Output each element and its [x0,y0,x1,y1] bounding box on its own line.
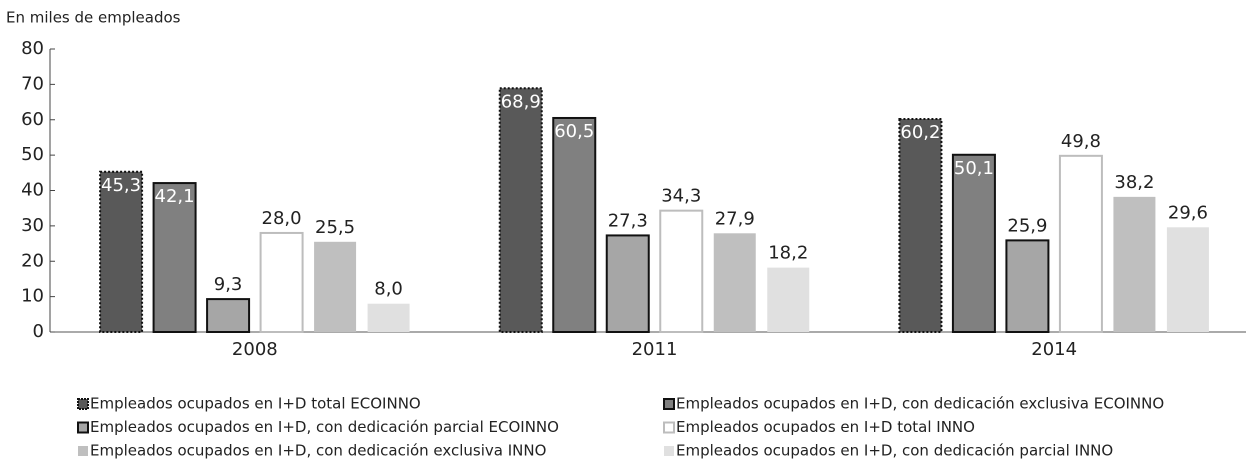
value-label: 45,3 [101,175,141,196]
bar [552,116,597,333]
value-label: 8,0 [374,279,403,300]
bar [767,267,810,332]
y-axis-label: En miles de empleados [6,9,181,27]
x-tick-label: 2008 [232,339,278,360]
bar [1166,227,1209,332]
legend-swatch [663,421,675,434]
y-tick-label: 70 [21,73,44,94]
bar [1058,154,1103,333]
value-label: 25,9 [1007,215,1047,236]
value-label: 38,2 [1114,172,1154,193]
legend-label: Empleados ocupados en I+D, con dedicació… [90,442,546,460]
value-label: 42,1 [155,186,195,207]
y-tick-label: 20 [21,250,44,271]
value-label: 9,3 [214,274,243,295]
value-label: 18,2 [768,243,808,264]
value-label: 34,3 [661,186,701,207]
y-tick-label: 50 [21,144,44,165]
value-label: 49,8 [1061,131,1101,152]
value-label: 68,9 [501,91,541,112]
value-label: 50,1 [954,158,994,179]
legend-swatch [78,446,88,456]
bar [259,231,304,333]
value-label: 28,0 [262,208,302,229]
bar [498,87,543,333]
bar [659,209,704,334]
legend-label: Empleados ocupados en I+D, con dedicació… [676,442,1113,460]
value-label: 27,9 [715,208,755,229]
legend-label: Empleados ocupados en I+D total ECOINNO [90,395,421,413]
y-tick-label: 60 [21,109,44,130]
y-tick-label: 40 [21,180,44,201]
bar [367,303,410,332]
x-tick-label: 2014 [1031,339,1077,360]
y-tick-label: 0 [33,321,44,342]
bar [99,170,144,333]
value-label: 29,6 [1168,202,1208,223]
x-tick-label: 2011 [632,339,678,360]
bar [713,233,756,332]
legend-swatch [77,398,89,410]
y-tick-label: 30 [21,215,44,236]
bar [1113,196,1156,332]
value-label: 60,2 [900,122,940,143]
bar [206,298,251,334]
bar [898,118,943,334]
legend-label: Empleados ocupados en I+D, con dedicació… [90,418,559,436]
y-tick-label: 80 [21,38,44,59]
bar [605,234,650,334]
value-label: 60,5 [554,121,594,142]
value-label: 27,3 [608,210,648,231]
value-label: 25,5 [315,217,355,238]
legend-label: Empleados ocupados en I+D total INNO [676,418,975,436]
bar [314,241,357,332]
legend-swatch [77,421,89,434]
y-tick-label: 10 [21,286,44,307]
legend-swatch [663,398,675,410]
bar [951,153,996,333]
legend-label: Empleados ocupados en I+D, con dedicació… [676,395,1164,413]
legend-swatch [664,446,674,456]
bar [1005,239,1050,333]
bar [152,182,197,333]
